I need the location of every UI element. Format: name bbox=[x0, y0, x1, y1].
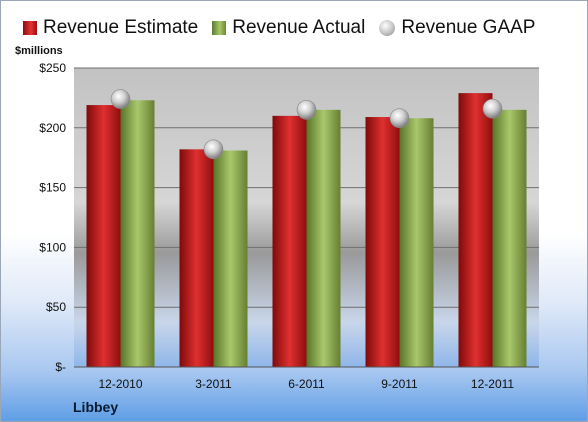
bar-revenue-estimate bbox=[86, 105, 121, 368]
legend-item-gaap: Revenue GAAP bbox=[379, 17, 535, 39]
x-tick-label: 12-2011 bbox=[471, 377, 514, 391]
legend-swatch-actual bbox=[212, 21, 227, 35]
legend: Revenue Estimate Revenue Actual Revenue … bbox=[23, 17, 549, 39]
marker-revenue-gaap bbox=[389, 108, 410, 129]
x-tick-label: 6-2011 bbox=[288, 377, 325, 391]
bar-revenue-estimate bbox=[365, 117, 400, 367]
marker-revenue-gaap bbox=[296, 100, 317, 120]
bar-revenue-actual bbox=[492, 109, 527, 368]
bar-revenue-estimate bbox=[179, 149, 214, 367]
marker-revenue-gaap bbox=[110, 89, 131, 109]
x-tick-label: 3-2011 bbox=[195, 377, 232, 391]
y-tick-label: $200 bbox=[39, 121, 66, 135]
bar-revenue-estimate bbox=[272, 115, 307, 367]
y-tick-label: $- bbox=[55, 360, 66, 374]
y-axis-unit-label: $millions bbox=[15, 45, 63, 57]
legend-item-actual: Revenue Actual bbox=[212, 17, 365, 39]
y-tick-label: $100 bbox=[39, 240, 66, 254]
marker-revenue-gaap bbox=[482, 98, 503, 119]
y-tick-label: $150 bbox=[39, 181, 66, 195]
y-tick-label: $50 bbox=[46, 300, 66, 314]
bar-revenue-actual bbox=[213, 150, 248, 367]
x-tick-label: 9-2011 bbox=[381, 377, 418, 391]
bar-revenue-actual bbox=[399, 118, 434, 368]
y-tick-label: $250 bbox=[39, 61, 66, 75]
bar-revenue-estimate bbox=[458, 93, 493, 367]
legend-swatch-gaap bbox=[379, 20, 396, 36]
company-name: Libbey bbox=[73, 399, 119, 415]
bar-revenue-actual bbox=[306, 109, 341, 368]
legend-label-estimate: Revenue Estimate bbox=[43, 17, 199, 38]
legend-swatch-estimate bbox=[23, 21, 37, 35]
marker-revenue-gaap bbox=[203, 139, 224, 160]
legend-label-gaap: Revenue GAAP bbox=[401, 17, 536, 38]
legend-label-actual: Revenue Actual bbox=[232, 17, 366, 38]
legend-item-estimate: Revenue Estimate bbox=[23, 17, 198, 39]
bar-revenue-actual bbox=[120, 100, 155, 368]
x-tick-label: 12-2010 bbox=[98, 377, 142, 391]
